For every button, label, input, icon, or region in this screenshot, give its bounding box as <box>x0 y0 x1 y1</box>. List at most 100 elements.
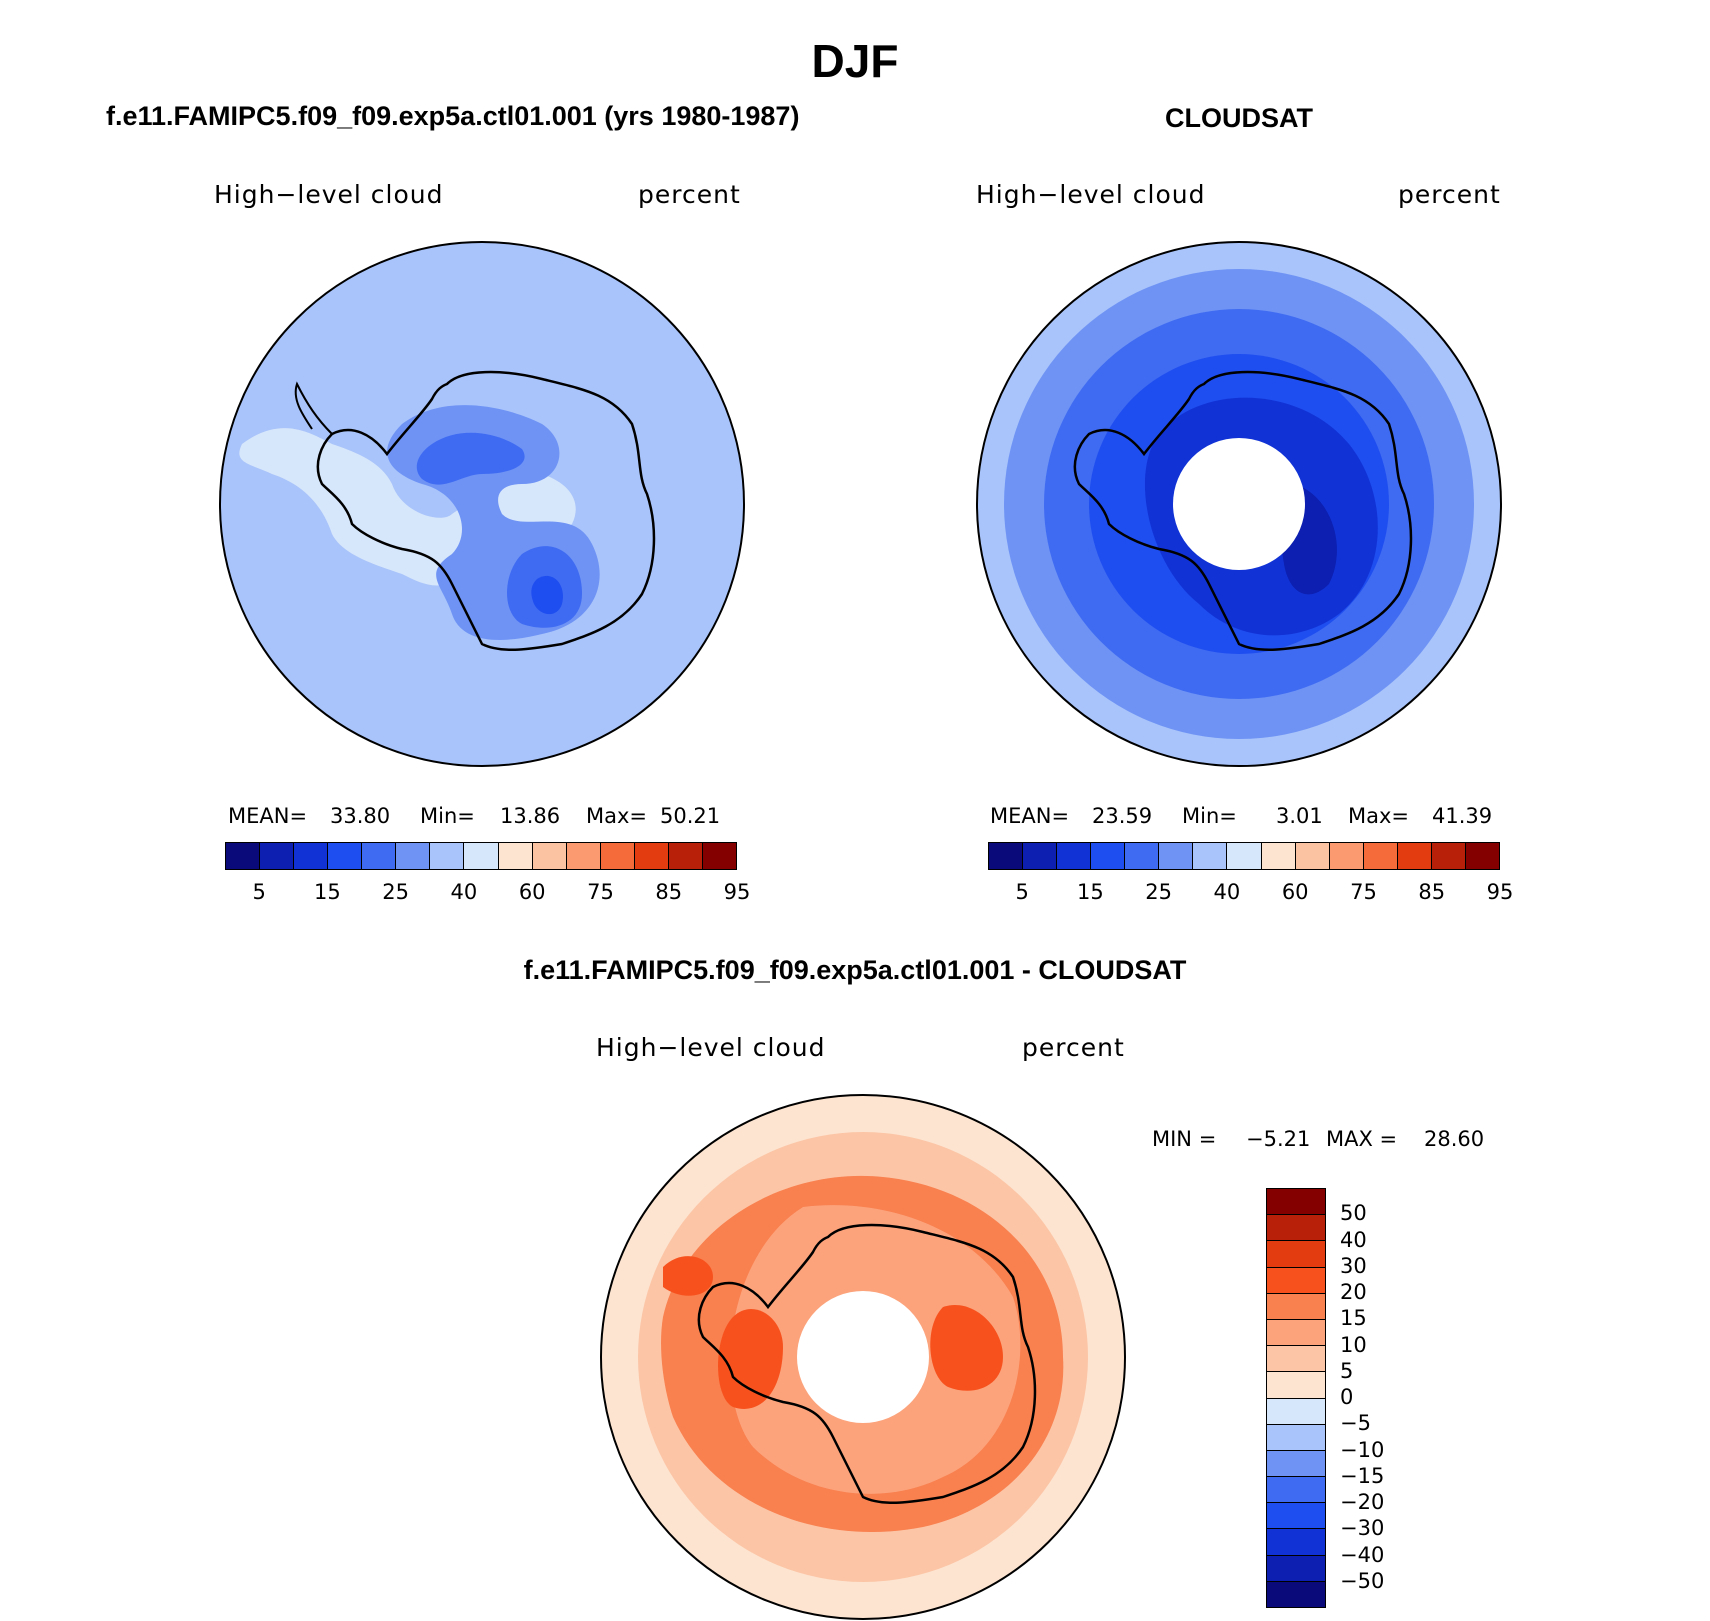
panel2-colorbar-tick-label: 60 <box>1281 880 1309 904</box>
panel1-map-border <box>219 241 745 767</box>
panel3-colorbar-tick-label: 20 <box>1340 1280 1367 1304</box>
panel3-colorbar-tick-label: 10 <box>1340 1332 1367 1357</box>
panel2-colorbar-swatch <box>1295 843 1330 869</box>
panel3-colorbar-swatch <box>1267 1450 1325 1478</box>
panel3-colorbar-tick-label: −5 <box>1340 1411 1371 1436</box>
panel2-min-value: 3.01 <box>1276 804 1323 828</box>
panel1-units-label: percent <box>638 180 741 209</box>
panel2-colorbar-swatch <box>1227 843 1262 869</box>
panel2-antarctica-coast <box>1073 370 1413 652</box>
panel3-pole-hole <box>797 1291 929 1423</box>
panel3-title: f.e11.FAMIPC5.f09_f09.exp5a.ctl01.001 - … <box>523 955 1187 985</box>
panel3-units-label: percent <box>1022 1033 1125 1062</box>
panel2-colorbar-swatch <box>1159 843 1194 869</box>
panel1-peninsula-coast <box>294 381 333 435</box>
panel1-colorbar-swatch <box>532 843 567 869</box>
panel3-colorbar-tick-label: −10 <box>1340 1437 1385 1462</box>
panel1-colorbar-swatch <box>634 843 669 869</box>
panel1-max-label: Max= <box>586 804 648 828</box>
panel1-colorbar-swatch <box>362 843 397 869</box>
panel1-colorbar-tick-label: 15 <box>314 880 341 904</box>
panel1-colorbar-tick-label: 95 <box>723 880 751 904</box>
panel2-colorbar-swatch <box>1193 843 1228 869</box>
panel3-colorbar-swatch <box>1267 1424 1325 1451</box>
panel2-colorbar-tick-label: 40 <box>1213 880 1241 904</box>
panel3-colorbar-swatch <box>1267 1346 1325 1373</box>
panel1-colorbar-tick-label: 5 <box>252 880 266 904</box>
panel1-title: f.e11.FAMIPC5.f09_f09.exp5a.ctl01.001 (y… <box>106 101 800 131</box>
panel1-colorbar-swatch <box>260 843 295 869</box>
panel2-colorbar-swatch <box>1465 843 1499 869</box>
panel2-colorbar-swatch <box>1125 843 1160 869</box>
panel3-colorbar-swatch <box>1267 1555 1325 1582</box>
panel2-colorbar <box>988 842 1500 870</box>
panel1-mean-value: 33.80 <box>330 804 391 828</box>
panel2-colorbar-swatch <box>1023 843 1058 869</box>
panel2-mean-label: MEAN= <box>990 804 1070 828</box>
panel1-polar-map <box>219 241 745 767</box>
panel1-colorbar-tick-label: 60 <box>518 880 546 904</box>
panel2-title: CLOUDSAT <box>1165 103 1313 133</box>
panel2-map-border <box>976 241 1502 767</box>
panel3-polar-map <box>600 1094 1126 1620</box>
panel2-variable-label: High−level cloud <box>976 180 1206 209</box>
panel3-colorbar-tick-label: 50 <box>1340 1201 1367 1226</box>
panel3-contour-strong-2 <box>930 1305 1003 1391</box>
panel3-variable-label: High−level cloud <box>596 1033 826 1062</box>
panel1-colorbar-tick-label: 40 <box>450 880 478 904</box>
panel3-colorbar-tick-label: 0 <box>1340 1385 1354 1409</box>
panel1-colorbar-swatch <box>600 843 635 869</box>
panel2-colorbar-swatch <box>1431 843 1466 869</box>
panel3-colorbar-tick-label: −30 <box>1340 1516 1385 1541</box>
panel2-colorbar-swatch <box>1091 843 1126 869</box>
panel2-colorbar-swatch <box>1057 843 1092 869</box>
panel3-colorbar-tick-label: −20 <box>1340 1490 1385 1514</box>
panel3-colorbar-swatch <box>1267 1398 1325 1425</box>
panel3-colorbar-tick-label: 15 <box>1340 1306 1367 1331</box>
panel1-colorbar-swatch <box>396 843 431 869</box>
panel3-max-label: MAX = <box>1326 1127 1398 1151</box>
panel1-min-value: 13.86 <box>500 804 561 828</box>
panel1-colorbar-swatch <box>668 843 703 869</box>
panel1-colorbar-swatch <box>430 843 465 869</box>
panel2-pole-hole <box>1173 438 1305 570</box>
panel1-colorbar-swatch <box>328 843 363 869</box>
panel2-colorbar-tick-label: 25 <box>1145 880 1173 904</box>
panel1-colorbar-swatch <box>226 843 261 869</box>
panel2-colorbar-swatch <box>1397 843 1432 869</box>
panel3-colorbar-tick-label: −40 <box>1340 1542 1385 1567</box>
panel3-colorbar-swatch <box>1267 1189 1325 1216</box>
panel2-colorbar-swatch <box>989 843 1024 869</box>
panel1-colorbar-swatch <box>702 843 736 869</box>
panel3-colorbar <box>1266 1188 1326 1608</box>
panel3-colorbar-swatch <box>1267 1267 1325 1294</box>
panel3-contour-strong-1 <box>718 1308 783 1409</box>
panel2-units-label: percent <box>1398 180 1501 209</box>
panel3-colorbar-swatch <box>1267 1529 1325 1556</box>
panel2-colorbar-swatch <box>1329 843 1364 869</box>
panel1-colorbar-swatch <box>498 843 533 869</box>
panel1-contour-mid2 <box>416 432 525 485</box>
panel3-colorbar-tick-label: −50 <box>1340 1568 1385 1593</box>
panel1-colorbar-tick-label: 25 <box>382 880 410 904</box>
panel2-max-label: Max= <box>1348 804 1410 828</box>
panel1-min-label: Min= <box>420 804 475 828</box>
panel2-colorbar-swatch <box>1261 843 1296 869</box>
panel1-colorbar-tick-label: 75 <box>587 880 614 904</box>
panel3-colorbar-swatch <box>1267 1477 1325 1504</box>
panel1-colorbar-swatch <box>294 843 329 869</box>
panel3-colorbar-swatch <box>1267 1503 1325 1530</box>
panel3-colorbar-tick-label: 30 <box>1340 1253 1367 1278</box>
panel3-contour-strong-3 <box>663 1256 713 1296</box>
panel1-variable-label: High−level cloud <box>214 180 444 209</box>
panel1-colorbar-tick-label: 85 <box>655 880 683 904</box>
panel3-colorbar-swatch <box>1267 1215 1325 1242</box>
panel3-colorbar-tick-label: 40 <box>1340 1227 1367 1252</box>
panel3-antarctica-coast <box>697 1223 1037 1505</box>
panel1-mean-label: MEAN= <box>228 804 308 828</box>
panel2-colorbar-tick-label: 85 <box>1418 880 1446 904</box>
panel3-colorbar-swatch <box>1267 1293 1325 1320</box>
panel3-colorbar-tick-label: 5 <box>1340 1358 1354 1383</box>
panel2-min-label: Min= <box>1182 804 1237 828</box>
panel3-min-value: −5.21 <box>1246 1127 1311 1151</box>
